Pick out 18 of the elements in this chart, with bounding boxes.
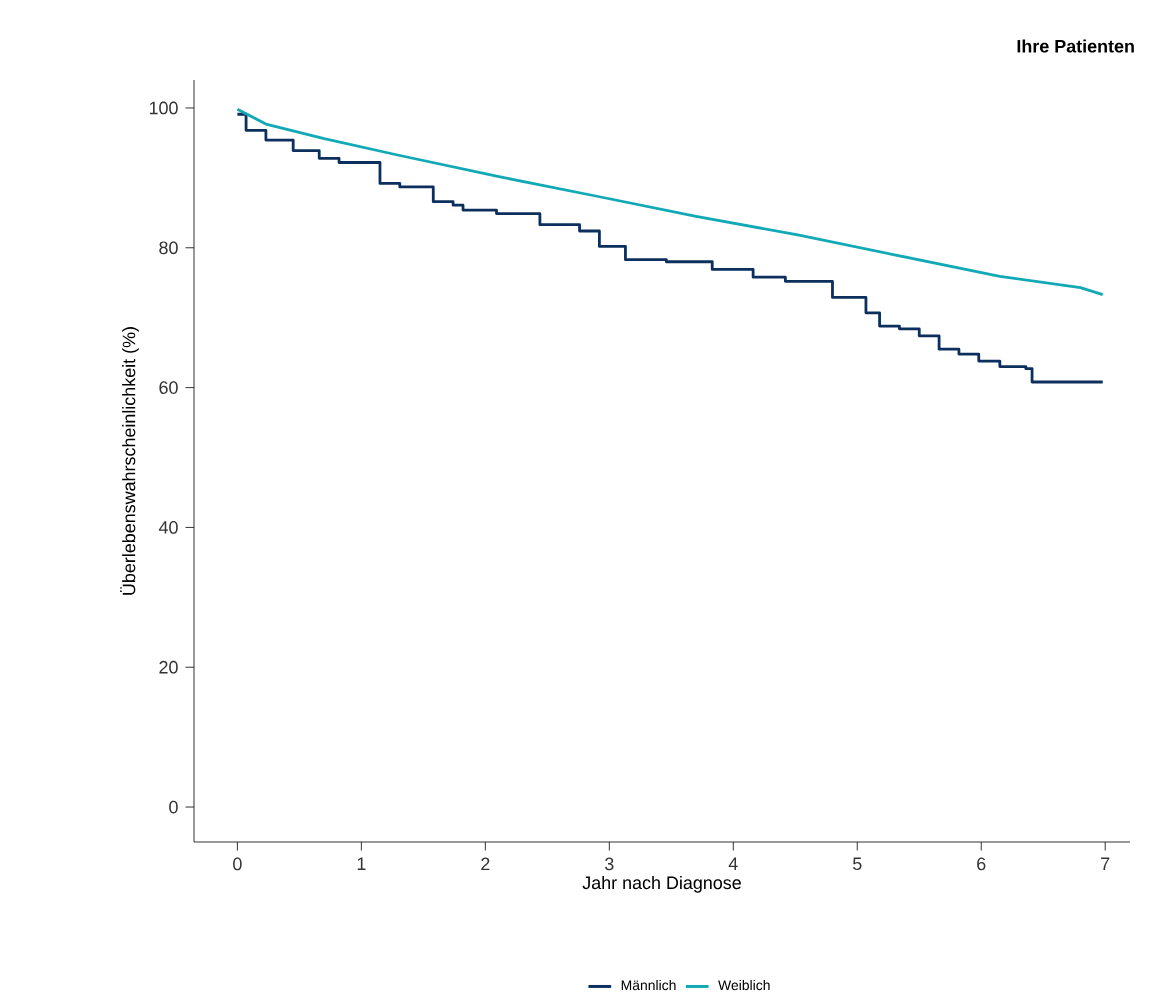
- x-tick-label: 6: [977, 857, 986, 870]
- x-tick-label: 0: [233, 857, 242, 870]
- y-tick-label: 100: [149, 101, 178, 114]
- x-tick-label: 1: [357, 857, 366, 870]
- y-tick-label: 0: [169, 800, 178, 813]
- x-axis-title: Jahr nach Diagnose: [582, 875, 741, 893]
- y-tick-label: 40: [158, 520, 178, 534]
- y-tick-label: 20: [159, 660, 178, 674]
- line-series: [235, 107, 1105, 296]
- y-tick-label: 60: [159, 380, 178, 394]
- x-tick-label: 7: [1101, 857, 1110, 870]
- x-tick-label: 2: [481, 857, 490, 870]
- x-tick-label: 4: [728, 857, 738, 870]
- y-axis-title: Überlebenswahrscheinlichkeit (%): [120, 326, 139, 595]
- x-tick-label: 3: [605, 857, 614, 870]
- x-tick-label: 5: [853, 857, 862, 870]
- chart-title: Ihre Patienten: [1017, 38, 1134, 53]
- y-tick-label: 80: [159, 240, 178, 254]
